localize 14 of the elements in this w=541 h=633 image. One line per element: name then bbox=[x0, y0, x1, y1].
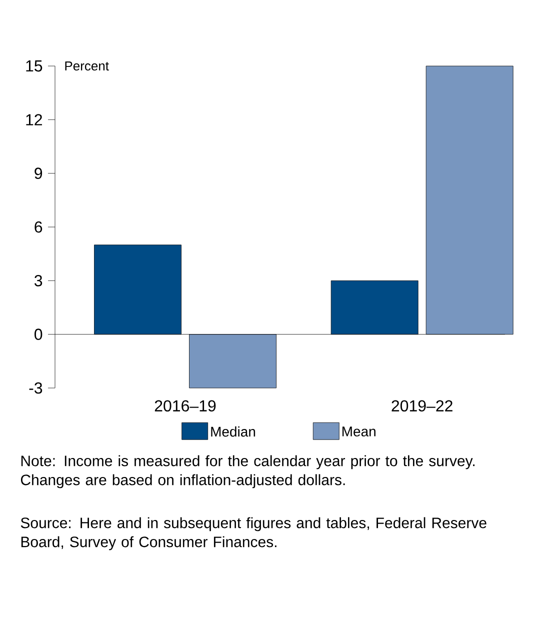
x-tick-label: 2016–19 bbox=[154, 400, 216, 412]
y-axis-title: Percent bbox=[65, 61, 109, 71]
y-tick-label: 15 bbox=[26, 60, 42, 72]
y-tick-label: 0 bbox=[34, 328, 42, 340]
legend-label: Mean bbox=[342, 426, 376, 436]
legend-label: Median bbox=[211, 426, 256, 437]
y-tick-label: 12 bbox=[26, 114, 42, 126]
y-tick-label: -3 bbox=[29, 382, 42, 394]
source-note: Source: Here and in subsequent figures and tables, Federal Reserve Board, Survey of Consumer Finances. bbox=[20, 517, 486, 550]
y-tick-label: 6 bbox=[34, 221, 42, 233]
y-tick-label: 9 bbox=[34, 168, 42, 179]
y-tick-label: 3 bbox=[34, 275, 42, 286]
x-tick-label: 2019–22 bbox=[392, 400, 452, 412]
text: Note: Income is measured for the calendar year prior to the survey. Changes are based on inflation-adjusted dollars. bbox=[20, 455, 475, 488]
